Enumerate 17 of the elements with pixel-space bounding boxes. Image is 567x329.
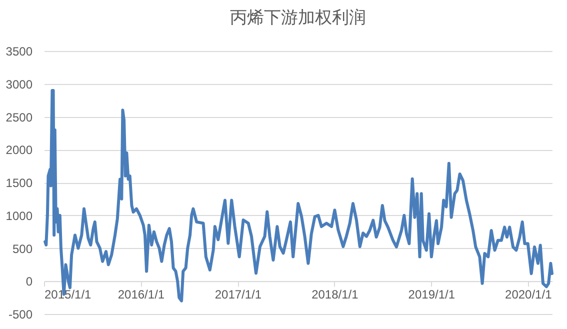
chart-title: 丙烯下游加权利润 bbox=[230, 8, 366, 28]
x-tick-label: 2019/1/1 bbox=[408, 288, 456, 302]
x-tick-label: 2020/1/1 bbox=[505, 288, 552, 302]
y-tick-label: 1000 bbox=[6, 208, 33, 223]
x-tick-label: 2017/1/1 bbox=[214, 288, 262, 302]
line-series bbox=[44, 88, 554, 302]
y-tick-label: 500 bbox=[12, 242, 33, 256]
x-tick-label: 2015/1/1 bbox=[44, 288, 92, 302]
y-tick-label: 3500 bbox=[6, 44, 33, 58]
y-tick-label: 0 bbox=[26, 274, 33, 289]
y-tick-label: 2500 bbox=[6, 110, 33, 124]
y-tick-label: 2000 bbox=[6, 143, 33, 158]
x-tick-label: 2016/1/1 bbox=[118, 288, 165, 302]
x-tick-label: 2018/1/1 bbox=[312, 288, 359, 302]
y-tick-label: 3000 bbox=[6, 77, 33, 92]
y-tick-label: -500 bbox=[8, 308, 33, 322]
y-tick-label: 1500 bbox=[6, 176, 33, 190]
